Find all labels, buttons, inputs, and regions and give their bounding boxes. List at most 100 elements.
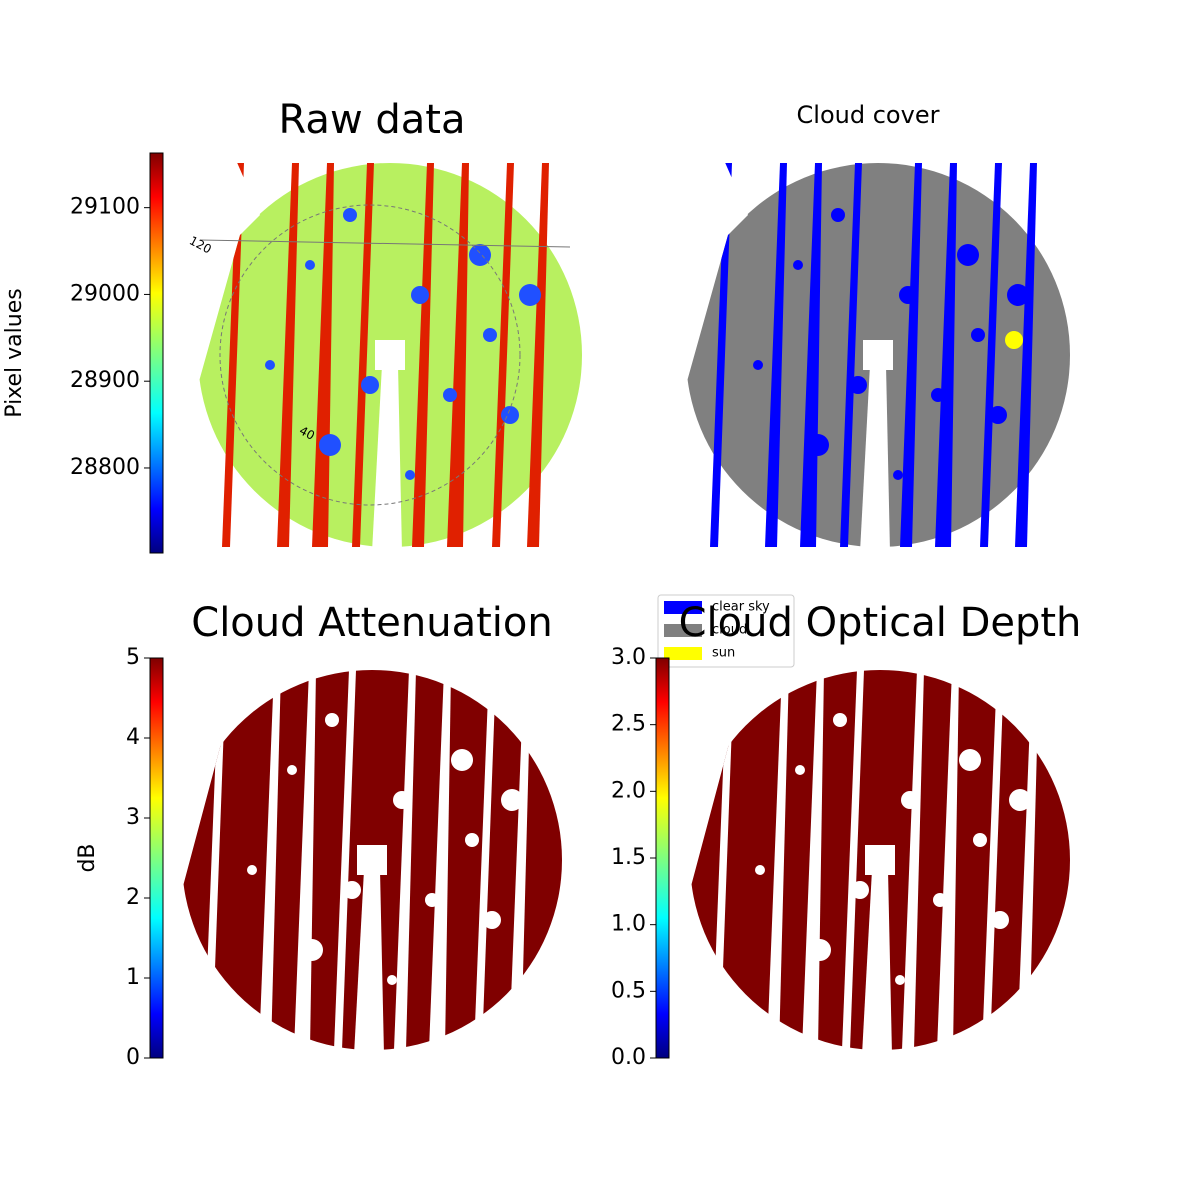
polar-label: 40 <box>297 423 317 443</box>
streak <box>334 670 356 1050</box>
colorbar-tick-label: 1.5 <box>611 845 646 870</box>
colorbar-tick-label: 0.0 <box>611 1045 646 1070</box>
streak <box>937 670 959 1050</box>
image-panel <box>198 163 582 552</box>
blob <box>443 388 457 402</box>
colorbar-tick-label: 1.0 <box>611 912 646 937</box>
blob <box>483 328 497 342</box>
panel-title: Cloud Attenuation <box>191 600 552 646</box>
colorbar-tick-label: 2 <box>126 885 140 910</box>
blob <box>265 360 275 370</box>
blob <box>343 208 357 222</box>
blob <box>305 260 315 270</box>
blob <box>319 434 341 456</box>
legend-swatch <box>664 624 702 637</box>
blob <box>973 833 987 847</box>
blob <box>1007 284 1029 306</box>
blob <box>519 284 541 306</box>
blob <box>393 791 411 809</box>
streak <box>840 163 862 547</box>
blob <box>361 376 379 394</box>
colorbar-tick-label: 29000 <box>70 281 140 306</box>
blob <box>1009 789 1031 811</box>
streak <box>394 670 416 1050</box>
blob <box>451 749 473 771</box>
blob <box>465 833 479 847</box>
streak <box>222 163 244 547</box>
streak <box>492 163 514 547</box>
streak <box>447 163 469 547</box>
polar-label: 120 <box>187 233 214 256</box>
colorbar-tick-label: 29100 <box>70 195 140 220</box>
blob <box>959 749 981 771</box>
streak <box>982 670 1004 1050</box>
blob <box>753 360 763 370</box>
blob <box>901 791 919 809</box>
streak <box>259 670 281 1050</box>
blob <box>425 893 439 907</box>
streak <box>277 163 299 547</box>
arm-mask <box>354 870 384 1055</box>
streak <box>712 670 734 1050</box>
blob <box>991 911 1009 929</box>
blob <box>807 434 829 456</box>
streak <box>1015 163 1037 547</box>
blob <box>831 208 845 222</box>
colorbar-tick-label: 4 <box>126 725 140 750</box>
colorbar <box>655 657 670 1059</box>
colorbar-tick-label: 3 <box>126 805 140 830</box>
colorbar-tick-label: 28800 <box>70 455 140 480</box>
legend-label: sun <box>712 646 735 661</box>
blob <box>501 789 523 811</box>
legend-label: cloud <box>712 623 747 638</box>
legend-swatch <box>664 647 702 660</box>
colorbar-tick-label: 0 <box>126 1045 140 1070</box>
blob <box>989 406 1007 424</box>
colorbar-label: Pixel values <box>2 288 27 417</box>
blob <box>469 244 491 266</box>
colorbar-label: dB <box>75 843 100 872</box>
blob <box>301 939 323 961</box>
blob <box>287 765 297 775</box>
blob <box>325 713 339 727</box>
streak <box>1017 670 1039 1050</box>
streak <box>842 670 864 1050</box>
blob <box>957 244 979 266</box>
blob <box>247 865 257 875</box>
blob <box>411 286 429 304</box>
colorbar <box>149 657 164 1059</box>
blob <box>795 765 805 775</box>
image-body <box>686 163 1070 547</box>
blob <box>895 975 905 985</box>
streak <box>980 163 1002 547</box>
colorbar <box>149 152 164 554</box>
arm-mask <box>860 365 890 552</box>
image-panel <box>690 670 1070 1055</box>
blob <box>899 286 917 304</box>
arm-mask <box>372 365 402 552</box>
image-panel <box>686 163 1070 552</box>
panel-title: Raw data <box>279 97 466 143</box>
blob <box>809 939 831 961</box>
colorbar-tick-label: 0.5 <box>611 978 646 1003</box>
blob <box>849 376 867 394</box>
colorbar-tick-label: 1 <box>126 965 140 990</box>
blob <box>971 328 985 342</box>
blob <box>501 406 519 424</box>
panel-title: Cloud Optical Depth <box>679 600 1082 646</box>
panel-title: Cloud cover <box>797 101 940 129</box>
blob <box>343 881 361 899</box>
legend-label: clear sky <box>712 600 770 615</box>
blob <box>893 470 903 480</box>
streak <box>352 163 374 547</box>
blob <box>755 865 765 875</box>
sun-marker <box>1005 331 1023 349</box>
streak <box>204 670 226 1050</box>
blob <box>931 388 945 402</box>
arm-mask <box>862 870 892 1055</box>
streak <box>935 163 957 547</box>
colorbar-tick-label: 2.5 <box>611 712 646 737</box>
polar-grid <box>219 204 521 506</box>
streak <box>527 163 549 547</box>
